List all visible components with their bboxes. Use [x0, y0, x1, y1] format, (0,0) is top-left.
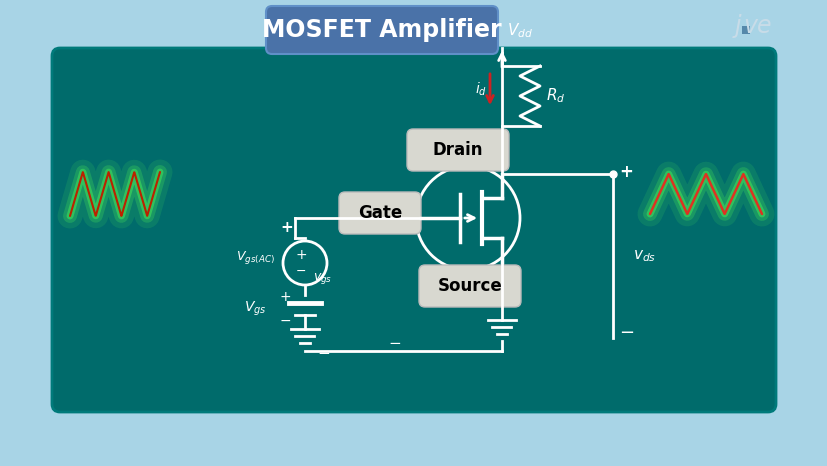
Text: $i_d$: $i_d$	[475, 81, 486, 98]
Text: −: −	[317, 345, 329, 361]
Text: +: +	[279, 290, 290, 304]
Text: $V_{gs}$: $V_{gs}$	[244, 300, 266, 318]
FancyBboxPatch shape	[418, 265, 520, 307]
Text: −: −	[619, 324, 633, 342]
FancyBboxPatch shape	[338, 192, 420, 234]
Text: −: −	[388, 336, 401, 350]
FancyBboxPatch shape	[265, 6, 497, 54]
Text: Gate: Gate	[357, 204, 402, 222]
Text: +: +	[295, 248, 307, 262]
Text: $R_d$: $R_d$	[545, 87, 565, 105]
FancyBboxPatch shape	[741, 26, 749, 34]
Text: MOSFET Amplifier: MOSFET Amplifier	[262, 18, 501, 42]
Text: Drain: Drain	[433, 141, 483, 159]
Text: $v_{ds}$: $v_{ds}$	[632, 248, 655, 264]
Text: ve: ve	[743, 14, 772, 38]
Text: −: −	[295, 265, 306, 277]
Text: +: +	[619, 163, 632, 181]
Text: j: j	[734, 14, 740, 38]
FancyBboxPatch shape	[407, 129, 509, 171]
Text: $v_{gs}$: $v_{gs}$	[313, 270, 332, 286]
Text: $V_{dd}$: $V_{dd}$	[506, 21, 533, 40]
Text: Source: Source	[437, 277, 502, 295]
Text: −: −	[279, 314, 290, 328]
FancyBboxPatch shape	[52, 48, 775, 412]
Text: $V_{gs(AC)}$: $V_{gs(AC)}$	[236, 249, 275, 267]
Text: +: +	[280, 220, 293, 235]
